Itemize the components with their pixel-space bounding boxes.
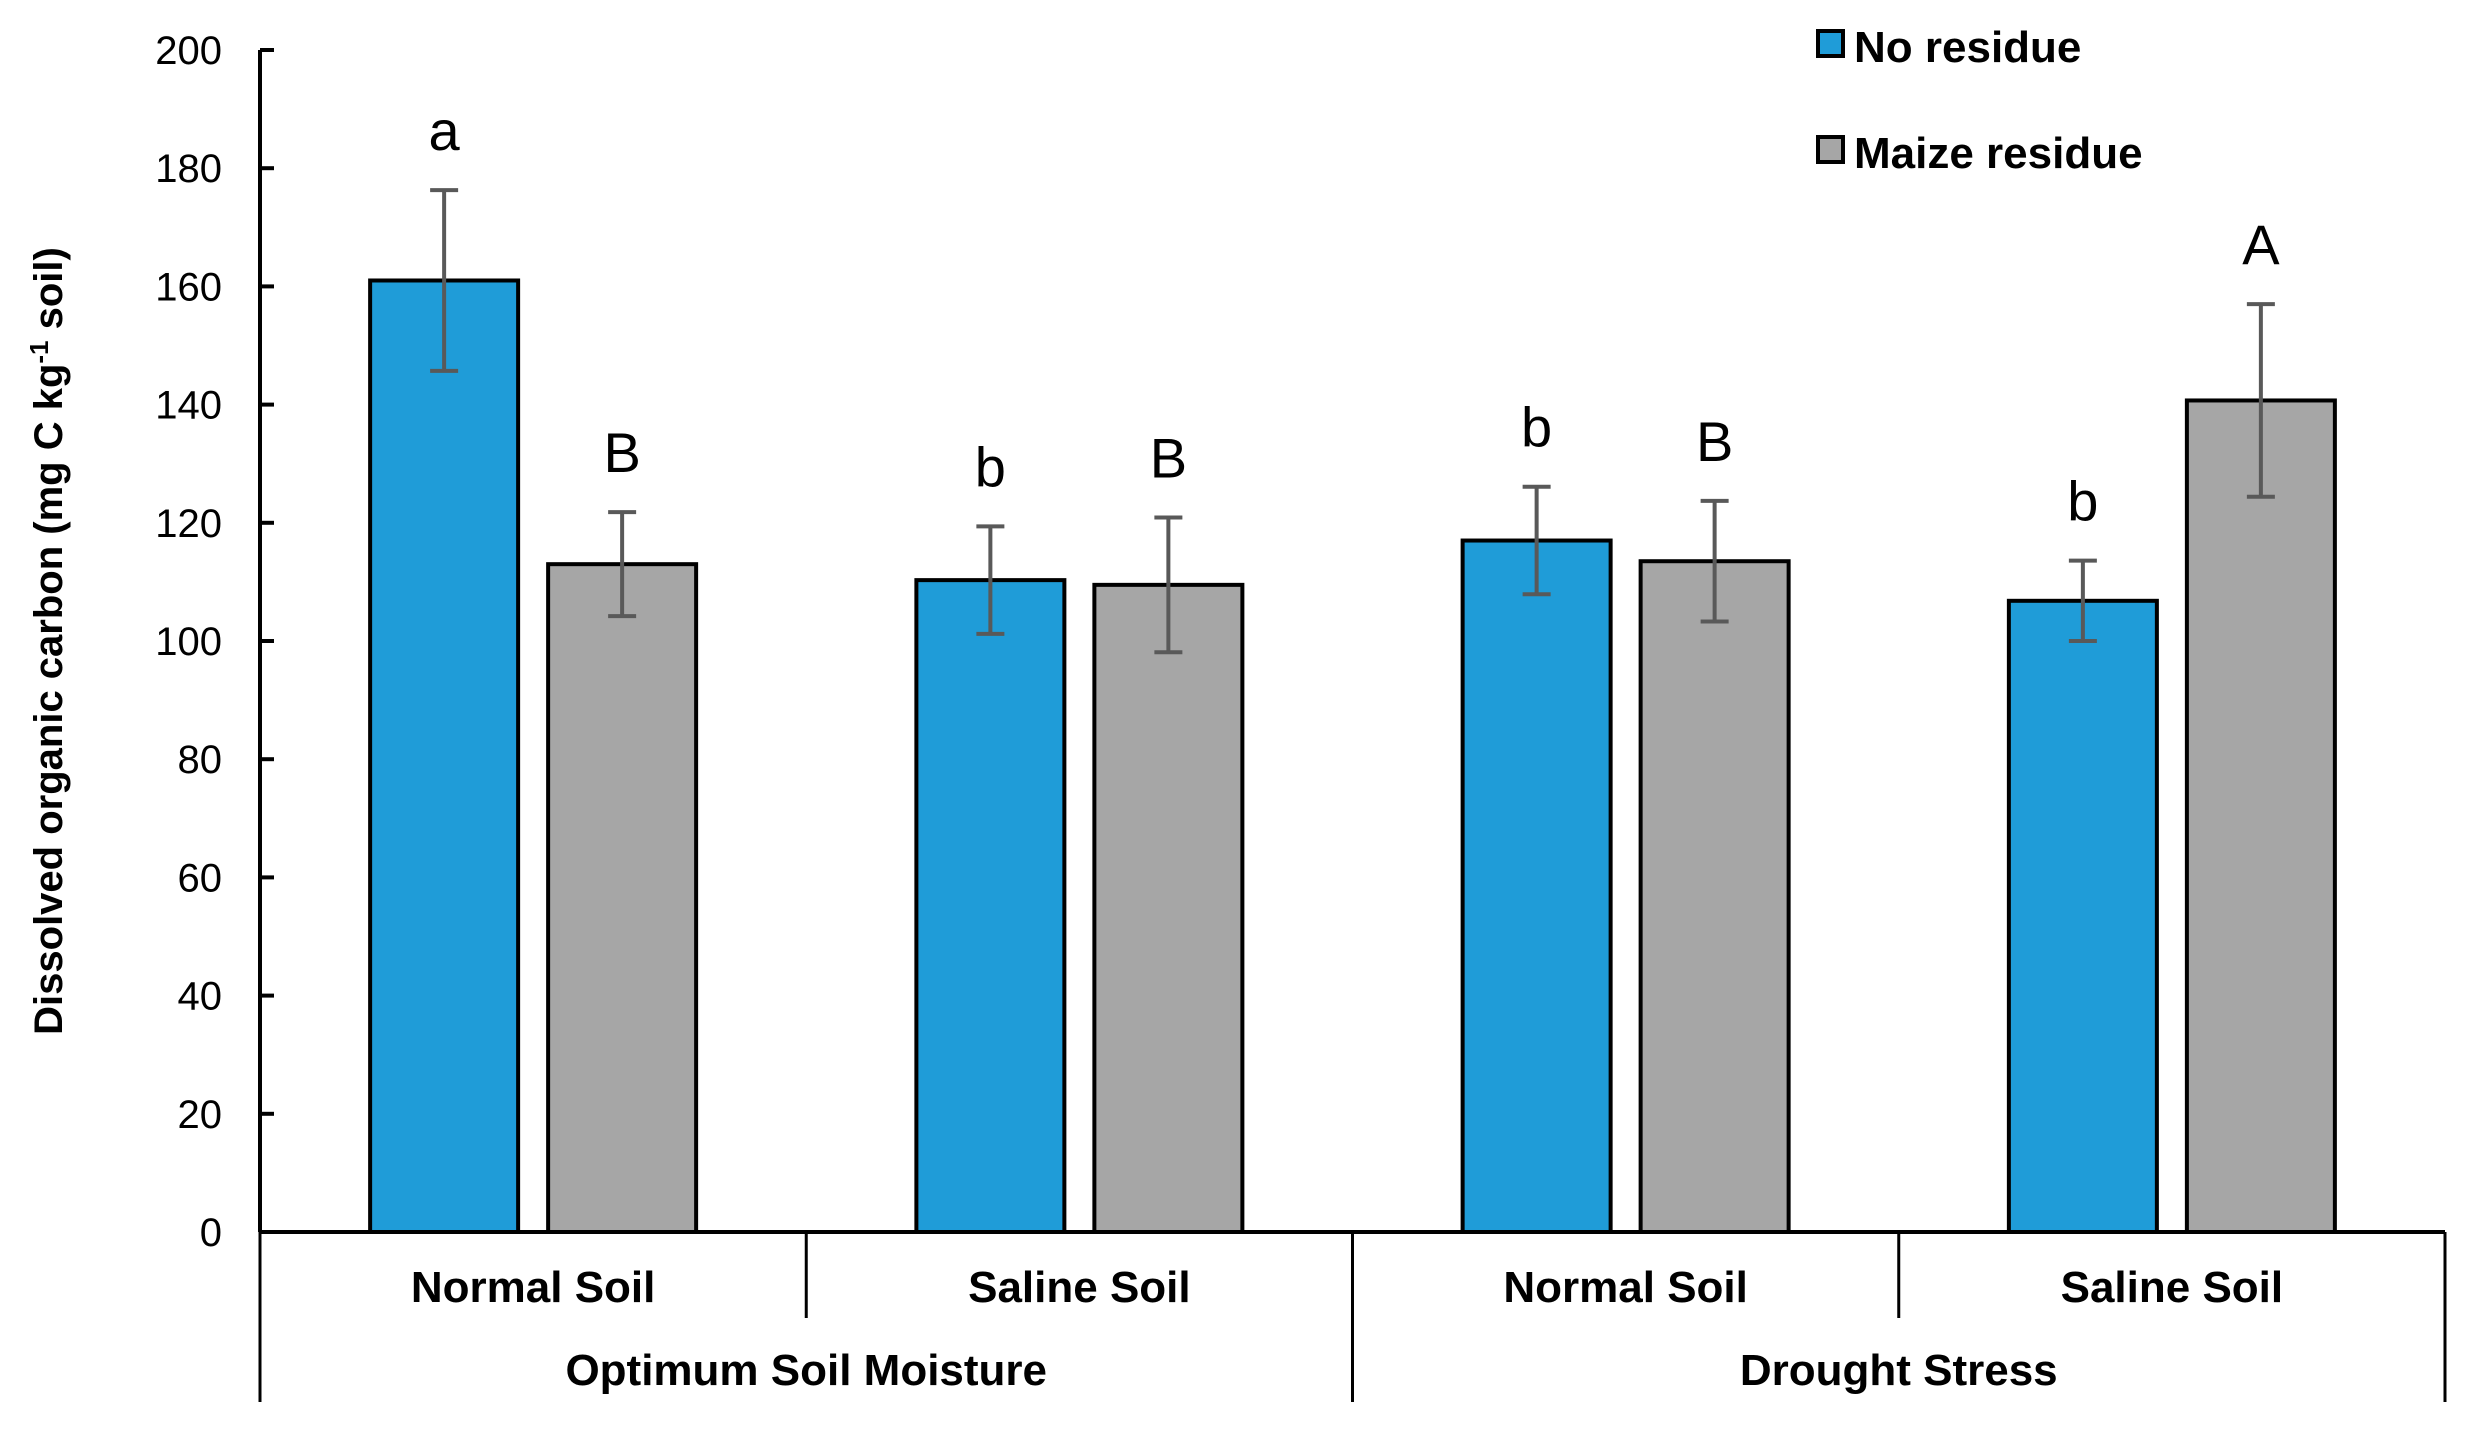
y-axis-label: Dissolved organic carbon (mg C kg-1 soil…	[24, 247, 71, 1035]
bar	[1638, 559, 1791, 1234]
bar	[368, 278, 521, 1234]
bar	[914, 578, 1067, 1234]
y-tick-label: 60	[178, 856, 223, 900]
y-tick-label: 40	[178, 975, 223, 1019]
bar	[2184, 398, 2337, 1234]
legend-swatch-no-residue	[1816, 29, 1845, 58]
x-category-label: Normal Soil	[411, 1263, 656, 1312]
bar	[546, 562, 699, 1234]
significance-letter: b	[975, 435, 1006, 498]
y-tick-label: 160	[155, 265, 222, 309]
significance-letter: B	[603, 421, 640, 484]
y-tick-label: 0	[200, 1211, 222, 1255]
legend-swatch-maize-residue	[1816, 135, 1845, 164]
bars-layer: a b b b B B B A	[368, 99, 2337, 1234]
axes-layer: 0 20 40 60 80 100 120 140 160 180 200 Normal Soil Sa…	[155, 29, 2447, 1402]
x-group-label: Drought Stress	[1740, 1346, 2058, 1395]
y-tick-label: 200	[155, 29, 222, 73]
y-tick-label: 100	[155, 620, 222, 664]
y-tick-label: 120	[155, 502, 222, 546]
legend-label-maize-residue: Maize residue	[1854, 129, 2143, 178]
significance-letter: B	[1696, 410, 1733, 473]
significance-letter: b	[1521, 396, 1552, 459]
x-category-label: Normal Soil	[1503, 1263, 1748, 1312]
y-tick-label: 80	[178, 738, 223, 782]
x-category-label: Saline Soil	[968, 1263, 1191, 1312]
significance-letter: b	[2067, 470, 2098, 533]
bar	[2006, 598, 2159, 1234]
significance-letter: B	[1150, 426, 1187, 489]
y-tick-label: 20	[178, 1093, 223, 1137]
bar	[1092, 582, 1245, 1234]
y-tick-label: 180	[155, 147, 222, 191]
significance-letter: a	[429, 99, 461, 162]
legend: No residue Maize residue	[1816, 23, 2143, 178]
x-group-label: Optimum Soil Moisture	[565, 1346, 1047, 1395]
significance-letter: A	[2242, 213, 2280, 276]
y-tick-label: 140	[155, 384, 222, 428]
x-category-label: Saline Soil	[2061, 1263, 2284, 1312]
bar	[1460, 538, 1613, 1234]
legend-label-no-residue: No residue	[1854, 23, 2081, 72]
